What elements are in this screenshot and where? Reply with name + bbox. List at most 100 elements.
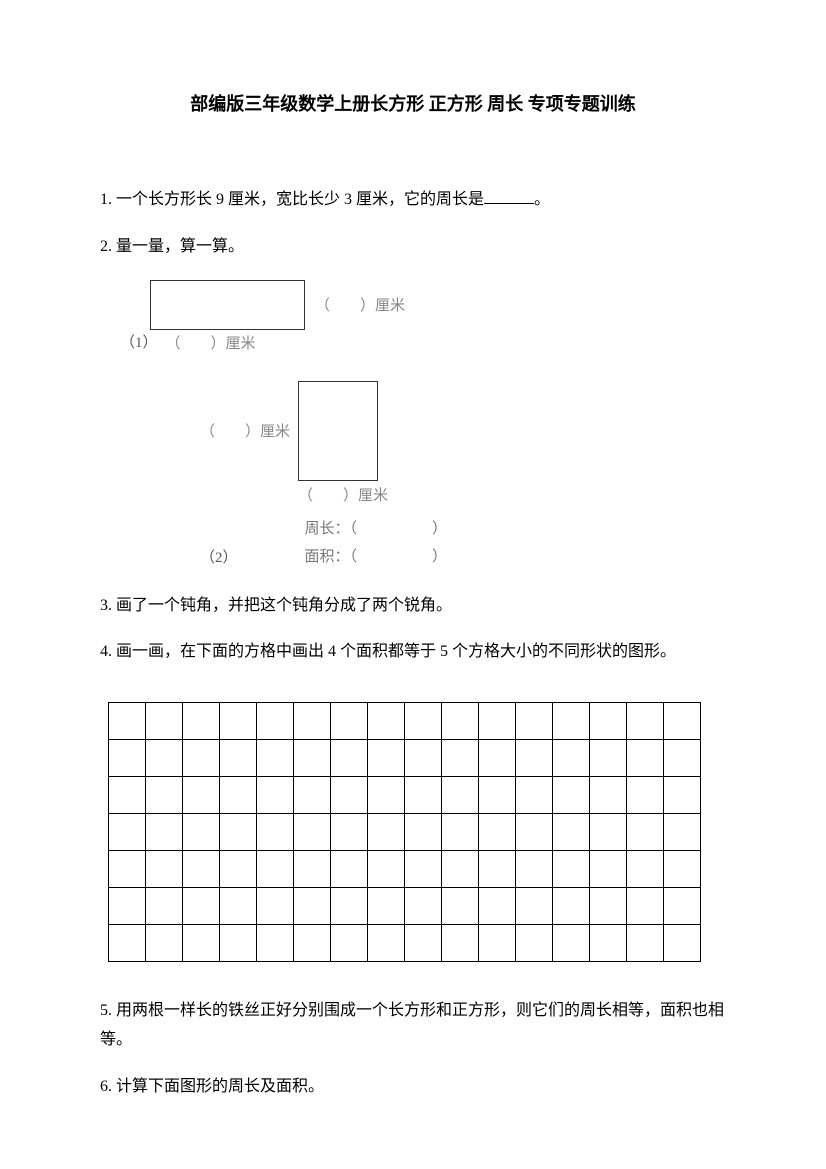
q2-num: 2.	[100, 238, 112, 255]
grid-cell	[627, 740, 664, 777]
grid-cell	[664, 777, 701, 814]
grid-cell	[257, 851, 294, 888]
grid-cell	[294, 925, 331, 962]
grid-cell	[257, 888, 294, 925]
grid-cell	[405, 814, 442, 851]
grid-cell	[257, 703, 294, 740]
grid-cell	[516, 814, 553, 851]
grid-cell	[664, 888, 701, 925]
q6-text: 计算下面图形的周长及面积。	[116, 1078, 324, 1095]
grid-cell	[220, 740, 257, 777]
grid-table	[108, 702, 701, 962]
q1-num: 1.	[100, 191, 112, 208]
grid-cell	[220, 925, 257, 962]
grid-cell	[257, 740, 294, 777]
grid-cell	[220, 851, 257, 888]
grid-cell	[146, 925, 183, 962]
grid-cell	[183, 888, 220, 925]
grid-cell	[516, 888, 553, 925]
grid-cell	[331, 851, 368, 888]
page-title: 部编版三年级数学上册长方形 正方形 周长 专项专题训练	[100, 90, 726, 116]
grid-cell	[331, 777, 368, 814]
grid-cell	[553, 851, 590, 888]
grid-cell	[442, 740, 479, 777]
grid-cell	[479, 777, 516, 814]
fig2-item-label: （2）	[200, 546, 238, 567]
q1-text-before: 一个长方形长 9 厘米，宽比长少 3 厘米，它的周长是	[116, 191, 484, 208]
grid-cell	[294, 814, 331, 851]
grid-cell	[516, 740, 553, 777]
grid-cell	[516, 777, 553, 814]
grid-cell	[368, 740, 405, 777]
grid-cell	[553, 777, 590, 814]
fig2-area: 面积：（ ）	[305, 543, 448, 572]
grid-cell	[183, 814, 220, 851]
q1-blank	[484, 188, 534, 204]
q6-num: 6.	[100, 1078, 112, 1095]
grid-cell	[627, 888, 664, 925]
grid-cell	[368, 925, 405, 962]
grid-container	[108, 702, 726, 962]
fig2-bottom-label: （ ）厘米	[298, 484, 726, 505]
grid-cell	[109, 925, 146, 962]
grid-cell	[146, 888, 183, 925]
grid-cell	[220, 777, 257, 814]
grid-cell	[664, 814, 701, 851]
grid-cell	[368, 703, 405, 740]
grid-cell	[331, 703, 368, 740]
grid-cell	[331, 740, 368, 777]
grid-cell	[368, 777, 405, 814]
grid-cell	[664, 740, 701, 777]
question-2: 2. 量一量，算一算。	[100, 233, 726, 262]
grid-cell	[331, 925, 368, 962]
grid-cell	[627, 814, 664, 851]
grid-cell	[294, 703, 331, 740]
grid-cell	[479, 703, 516, 740]
grid-cell	[405, 888, 442, 925]
grid-cell	[442, 851, 479, 888]
grid-cell	[442, 777, 479, 814]
grid-cell	[405, 851, 442, 888]
grid-cell	[664, 925, 701, 962]
grid-cell	[590, 851, 627, 888]
grid-cell	[294, 888, 331, 925]
grid-cell	[405, 740, 442, 777]
grid-cell	[294, 851, 331, 888]
grid-cell	[257, 814, 294, 851]
grid-cell	[220, 888, 257, 925]
grid-cell	[516, 703, 553, 740]
fig2-perimeter: 周长：（ ）	[305, 515, 448, 544]
grid-cell	[664, 703, 701, 740]
grid-cell	[183, 703, 220, 740]
grid-cell	[183, 851, 220, 888]
grid-cell	[627, 777, 664, 814]
q2-text: 量一量，算一算。	[116, 238, 244, 255]
grid-cell	[479, 888, 516, 925]
question-4: 4. 画一画，在下面的方格中画出 4 个面积都等于 5 个方格大小的不同形状的图…	[100, 638, 726, 667]
grid-cell	[553, 888, 590, 925]
grid-cell	[294, 777, 331, 814]
q5-num: 5.	[100, 1002, 112, 1019]
grid-cell	[479, 851, 516, 888]
grid-cell	[109, 851, 146, 888]
grid-cell	[553, 925, 590, 962]
grid-cell	[146, 777, 183, 814]
fig1-item-label: （1）	[120, 331, 158, 352]
grid-cell	[220, 814, 257, 851]
grid-cell	[405, 703, 442, 740]
grid-cell	[553, 703, 590, 740]
grid-cell	[331, 814, 368, 851]
grid-cell	[479, 814, 516, 851]
grid-cell	[109, 740, 146, 777]
grid-cell	[590, 777, 627, 814]
grid-cell	[442, 888, 479, 925]
grid-cell	[627, 925, 664, 962]
grid-cell	[442, 814, 479, 851]
grid-cell	[627, 851, 664, 888]
q4-num: 4.	[100, 643, 112, 660]
grid-cell	[442, 925, 479, 962]
grid-cell	[442, 703, 479, 740]
grid-cell	[405, 777, 442, 814]
grid-cell	[590, 888, 627, 925]
grid-cell	[146, 740, 183, 777]
